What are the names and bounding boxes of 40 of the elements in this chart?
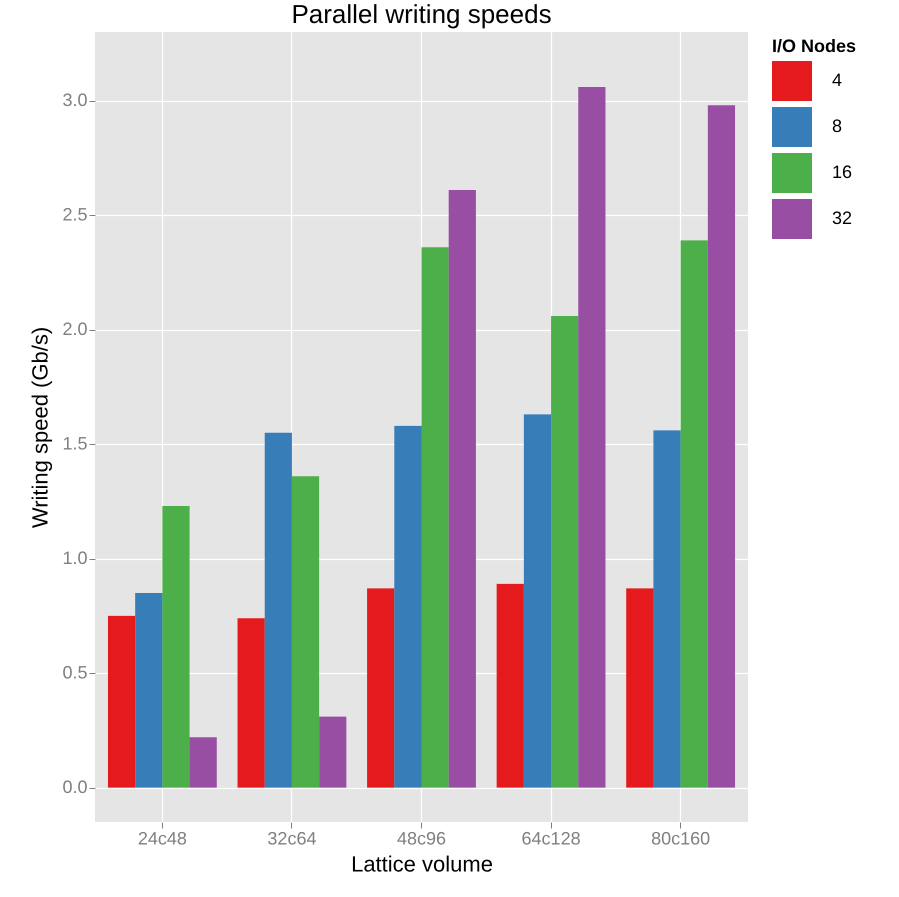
bar bbox=[319, 716, 346, 788]
bar bbox=[292, 476, 320, 788]
bar bbox=[238, 618, 265, 788]
chart-title: Parallel writing speeds bbox=[291, 0, 552, 29]
x-tick-label: 64c128 bbox=[522, 828, 581, 848]
y-tick-label: 1.0 bbox=[62, 548, 88, 568]
x-tick-label: 48c96 bbox=[396, 828, 446, 848]
bar bbox=[162, 506, 190, 788]
bar bbox=[190, 737, 217, 788]
y-tick-label: 2.0 bbox=[62, 319, 88, 340]
y-tick-label: 0.5 bbox=[62, 662, 88, 683]
y-tick-label: 1.5 bbox=[62, 434, 88, 454]
legend-label: 16 bbox=[832, 162, 852, 182]
bar bbox=[496, 584, 524, 788]
bar bbox=[578, 86, 606, 788]
bar bbox=[135, 593, 162, 788]
bar bbox=[708, 105, 736, 788]
x-axis-title: Lattice volume bbox=[351, 852, 493, 876]
bar bbox=[108, 616, 136, 788]
bar bbox=[394, 426, 422, 788]
bar bbox=[448, 190, 476, 788]
bar bbox=[524, 414, 552, 788]
legend-label: 4 bbox=[832, 70, 842, 90]
x-tick-label: 32c64 bbox=[267, 828, 316, 848]
x-tick-label: 80c160 bbox=[651, 828, 710, 848]
legend-label: 8 bbox=[832, 116, 842, 136]
y-tick-label: 0.0 bbox=[62, 777, 88, 798]
legend-title: I/O Nodes bbox=[772, 36, 856, 56]
bar bbox=[367, 588, 394, 788]
y-axis-title: Writing speed (Gb/s) bbox=[27, 326, 52, 528]
bar bbox=[653, 430, 681, 788]
legend-label: 32 bbox=[832, 208, 852, 228]
bar bbox=[680, 240, 708, 788]
bar bbox=[422, 247, 449, 788]
y-tick-label: 3.0 bbox=[62, 90, 88, 110]
x-tick-label: 24c48 bbox=[138, 828, 187, 848]
bar bbox=[626, 588, 654, 788]
bar bbox=[264, 432, 292, 788]
y-tick-label: 2.5 bbox=[62, 204, 88, 225]
bar bbox=[551, 316, 578, 788]
